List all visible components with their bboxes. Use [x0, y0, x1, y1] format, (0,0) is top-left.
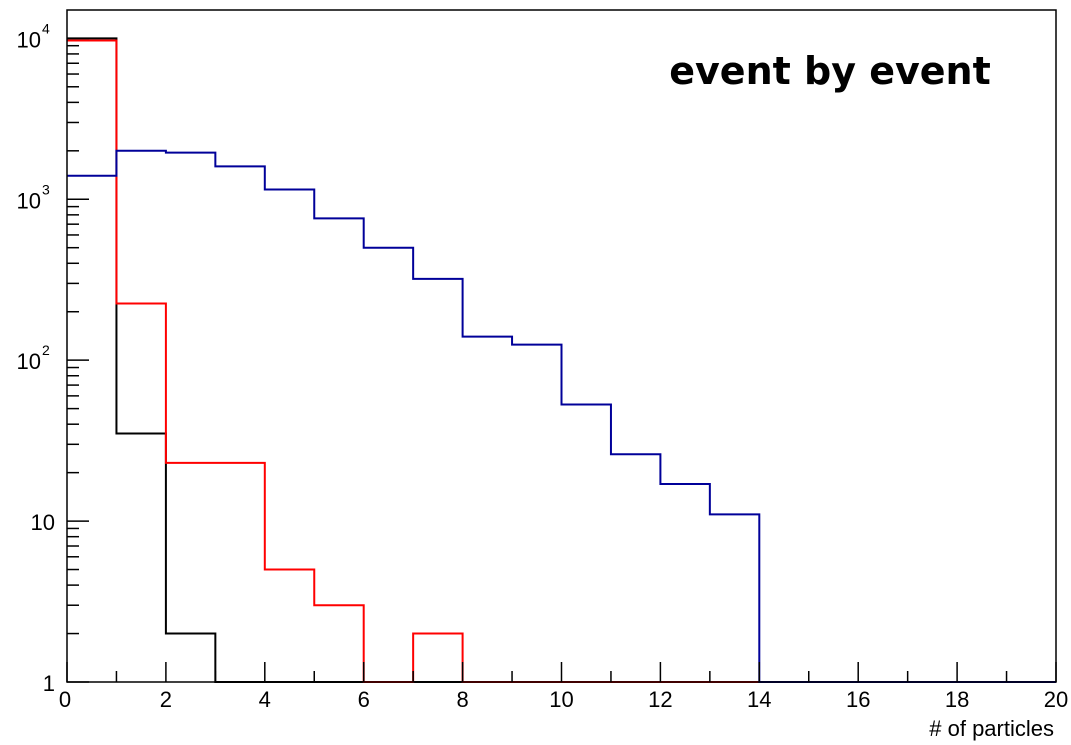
x-tick-label: 20	[1044, 687, 1068, 712]
y-tick-label: 1	[43, 671, 55, 696]
x-tick-label: 12	[648, 687, 672, 712]
y-tick-exponent: 3	[42, 181, 50, 197]
series-layer	[67, 37, 1056, 683]
y-tick-exponent: 4	[42, 20, 50, 36]
x-tick-label: 18	[945, 687, 969, 712]
x-tick-label: 10	[549, 687, 573, 712]
x-tick-label: 8	[456, 687, 468, 712]
x-tick-label: 4	[259, 687, 271, 712]
ticks-layer	[66, 37, 1057, 683]
y-tick-label: 10	[17, 188, 41, 213]
y-tick-label: 10	[31, 510, 55, 535]
y-tick-label: 10	[17, 349, 41, 374]
y-tick-exponent: 2	[42, 342, 50, 358]
series-2-line	[67, 149, 1056, 683]
x-tick-label: 6	[358, 687, 370, 712]
x-axis-title: # of particles	[929, 716, 1054, 741]
x-tick-label: 2	[160, 687, 172, 712]
x-tick-label: 0	[59, 687, 71, 712]
x-tick-label: 14	[747, 687, 771, 712]
chart-title: event by event	[669, 49, 991, 93]
y-tick-label: 10	[17, 27, 41, 52]
x-tick-label: 16	[846, 687, 870, 712]
